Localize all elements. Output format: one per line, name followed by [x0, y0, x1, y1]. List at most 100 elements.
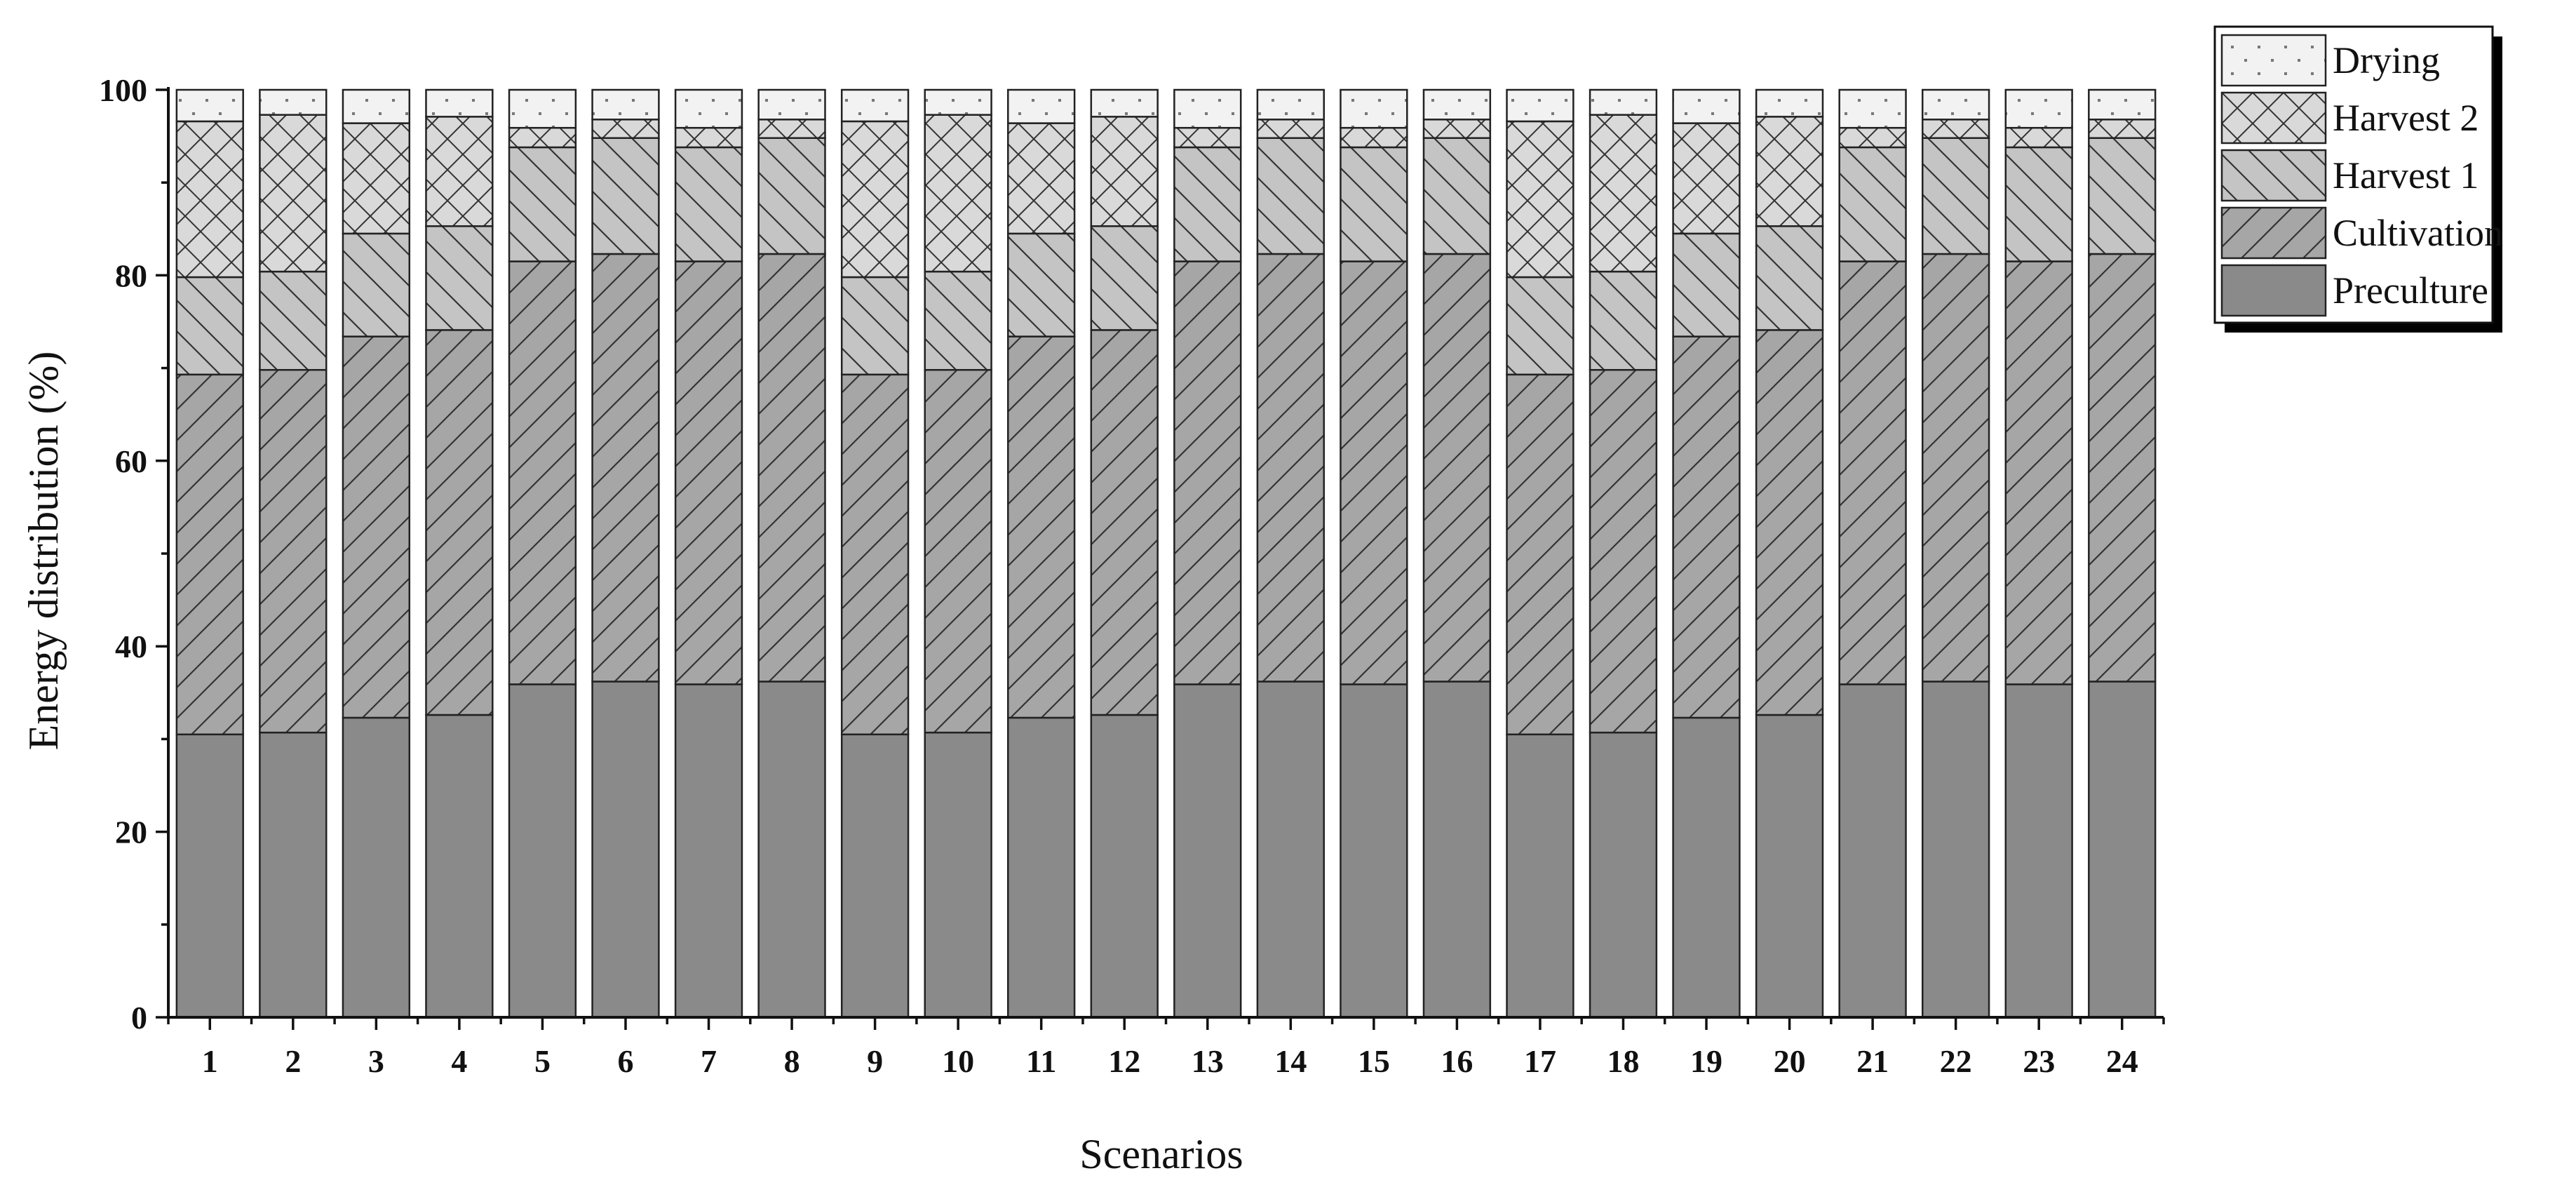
bar-segment-preculture-12 — [1090, 714, 1159, 1019]
x-tick-label: 21 — [1856, 1043, 1889, 1079]
legend: Drying Harvest 2 Harvest 1 Cultivation Precu… — [2213, 25, 2503, 333]
bar-segment-harvest-1-16 — [1422, 137, 1492, 255]
bar-segment-preculture-4 — [425, 714, 494, 1019]
bar-segment-preculture-3 — [342, 716, 411, 1019]
bar-segment-cultivation-22 — [1921, 253, 1990, 683]
y-tick-label: 80 — [115, 257, 147, 293]
bar-segment-preculture-13 — [1173, 683, 1242, 1019]
x-tick-label: 19 — [1690, 1043, 1722, 1079]
bar-segment-drying-20 — [1755, 88, 1824, 118]
x-axis-title: Scenarios — [1079, 1131, 1243, 1177]
bar-segment-preculture-6 — [591, 681, 660, 1019]
legend-label-cultivation: Cultivation — [2333, 212, 2503, 254]
bar-segment-cultivation-13 — [1173, 260, 1242, 685]
x-tick-label: 18 — [1607, 1043, 1639, 1079]
bar-segment-preculture-23 — [2004, 683, 2073, 1019]
bar-segment-harvest-2-16 — [1422, 119, 1492, 139]
bar-segment-harvest-2-13 — [1173, 126, 1242, 149]
bar-segment-preculture-10 — [924, 731, 992, 1019]
x-tick-label: 23 — [2023, 1043, 2055, 1079]
bar-segment-harvest-2-23 — [2004, 126, 2073, 149]
bar-segment-preculture-15 — [1340, 683, 1408, 1019]
bar-segment-drying-19 — [1672, 88, 1741, 124]
bar-segment-preculture-1 — [175, 733, 244, 1019]
x-tick-label: 5 — [534, 1043, 551, 1079]
bar-segment-drying-18 — [1589, 88, 1658, 116]
legend-label-harvest-2: Harvest 2 — [2333, 97, 2479, 139]
bar-segment-harvest-1-19 — [1672, 232, 1741, 337]
bar-segment-cultivation-24 — [2088, 253, 2157, 683]
y-tick-label: 0 — [131, 1000, 147, 1036]
bar-segment-cultivation-11 — [1007, 335, 1076, 719]
bar-segment-harvest-1-17 — [1506, 276, 1574, 376]
legend-swatch-harvest-2 — [2220, 91, 2327, 145]
bar-segment-drying-12 — [1090, 88, 1159, 118]
bar-segment-cultivation-7 — [674, 260, 743, 685]
bar-segment-harvest-1-22 — [1921, 137, 1990, 255]
x-tick-label: 8 — [784, 1043, 800, 1079]
bar-segment-harvest-2-24 — [2088, 119, 2157, 139]
bar-segment-cultivation-14 — [1256, 253, 1325, 683]
y-tick-label: 100 — [99, 72, 147, 108]
bar-segment-drying-2 — [259, 88, 328, 116]
bar-segment-harvest-1-2 — [259, 270, 328, 371]
bar-segment-cultivation-5 — [508, 260, 577, 685]
y-tick-label: 20 — [115, 815, 147, 850]
bar-segment-harvest-1-5 — [508, 146, 577, 262]
bar-segment-harvest-2-14 — [1256, 119, 1325, 139]
bar-segment-drying-5 — [508, 88, 577, 129]
bar-segment-harvest-1-3 — [342, 232, 411, 337]
bar-segment-preculture-5 — [508, 683, 577, 1019]
bar-segment-cultivation-21 — [1838, 260, 1907, 685]
bar-segment-cultivation-16 — [1422, 253, 1492, 683]
bar-segment-preculture-7 — [674, 683, 743, 1019]
bar-segment-preculture-24 — [2088, 681, 2157, 1019]
y-tick-label: 60 — [115, 443, 147, 479]
bar-segment-cultivation-17 — [1506, 373, 1574, 736]
bar-segment-harvest-2-15 — [1340, 126, 1408, 149]
x-tick-label: 20 — [1774, 1043, 1806, 1079]
bar-segment-drying-6 — [591, 88, 660, 121]
bar-segment-drying-11 — [1007, 88, 1076, 124]
x-tick-label: 14 — [1274, 1043, 1307, 1079]
bar-segment-cultivation-9 — [840, 373, 910, 736]
bar-segment-harvest-1-1 — [175, 276, 244, 376]
x-tick-label: 6 — [617, 1043, 633, 1079]
bar-segment-harvest-2-17 — [1506, 120, 1574, 279]
x-tick-label: 13 — [1192, 1043, 1224, 1079]
bar-segment-preculture-22 — [1921, 681, 1990, 1019]
legend-swatch-preculture — [2220, 264, 2327, 317]
bar-segment-harvest-1-12 — [1090, 225, 1159, 331]
bar-segment-drying-21 — [1838, 88, 1907, 129]
y-axis-title: Energy distribution (%) — [20, 351, 67, 751]
bar-segment-drying-24 — [2088, 88, 2157, 121]
x-tick-label: 3 — [368, 1043, 384, 1079]
bar-segment-cultivation-19 — [1672, 335, 1741, 719]
y-tick-label: 40 — [115, 629, 147, 664]
bar-segment-cultivation-6 — [591, 253, 660, 683]
legend-swatch-drying — [2220, 34, 2327, 87]
bar-segment-harvest-1-14 — [1256, 137, 1325, 255]
bar-segment-harvest-1-8 — [757, 137, 826, 255]
bar-segment-harvest-2-21 — [1838, 126, 1907, 149]
bar-segment-harvest-1-4 — [425, 225, 494, 331]
bar-segment-harvest-2-3 — [342, 122, 411, 235]
bar-segment-harvest-2-7 — [674, 126, 743, 149]
bar-segment-harvest-1-20 — [1755, 225, 1824, 331]
bar-segment-harvest-2-4 — [425, 116, 494, 227]
bar-segment-drying-7 — [674, 88, 743, 129]
legend-swatch-harvest-1 — [2220, 149, 2327, 202]
bar-segment-harvest-2-9 — [840, 120, 910, 279]
bar-segment-preculture-14 — [1256, 681, 1325, 1019]
bar-segment-harvest-1-7 — [674, 146, 743, 262]
bar-segment-harvest-1-9 — [840, 276, 910, 376]
x-tick-label: 7 — [701, 1043, 717, 1079]
bar-segment-drying-17 — [1506, 88, 1574, 123]
bar-segment-drying-13 — [1173, 88, 1242, 129]
bar-segment-harvest-2-18 — [1589, 114, 1658, 273]
bar-segment-cultivation-15 — [1340, 260, 1408, 685]
x-tick-label: 15 — [1358, 1043, 1390, 1079]
bar-segment-harvest-1-15 — [1340, 146, 1408, 262]
bar-segment-harvest-1-21 — [1838, 146, 1907, 262]
bar-segment-harvest-1-11 — [1007, 232, 1076, 337]
